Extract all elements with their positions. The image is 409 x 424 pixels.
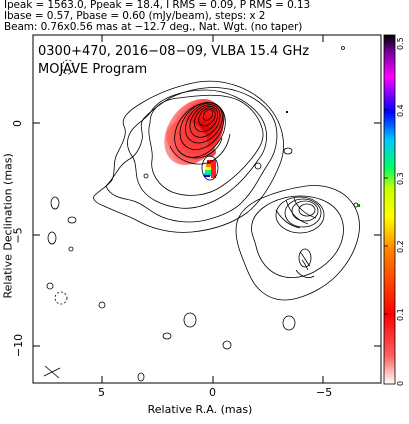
colorbar-tick-label: 0.4: [396, 104, 405, 117]
x-axis-label: Relative R.A. (mas): [147, 403, 253, 416]
colorbar-tick-label: 0.1: [396, 308, 405, 321]
header-line-1: Ipeak = 1563.0, Ppeak = 18.4, I RMS = 0.…: [4, 0, 311, 11]
colorbar-tick-label: 0.3: [396, 172, 405, 185]
plot-subtitle: MOJAVE Program: [38, 62, 148, 77]
x-tick-label: 5: [98, 386, 105, 399]
jet-component-contours: [235, 185, 360, 301]
y-tick-label: −10: [12, 333, 26, 358]
y-tick-label: −5: [11, 227, 25, 244]
axis-ticks: [33, 35, 381, 383]
colorbar-ticks: [384, 41, 388, 315]
y-tick-label: 0: [11, 120, 24, 127]
noise-contours: [46, 46, 359, 382]
plot-frame: [32, 34, 382, 384]
beam-marker: [43, 365, 61, 379]
colorbar-tick-label: 0.2: [396, 240, 405, 253]
x-tick-label: −5: [316, 386, 333, 399]
core-contours: [93, 80, 284, 233]
colorbar-tick-label: 0.5: [396, 37, 405, 50]
header-line-3: Beam: 0.76x0.56 mas at −12.7 deg., Nat. …: [4, 21, 303, 33]
header-line-2: Ibase = 0.57, Pbase = 0.60 (mJy/beam), s…: [4, 10, 266, 22]
x-tick-label: 0: [209, 386, 216, 399]
colorbar-tick-label: 0: [396, 380, 405, 386]
colorbar: [383, 34, 396, 385]
plot-title: 0300+470, 2016−08−09, VLBA 15.4 GHz: [38, 44, 310, 59]
